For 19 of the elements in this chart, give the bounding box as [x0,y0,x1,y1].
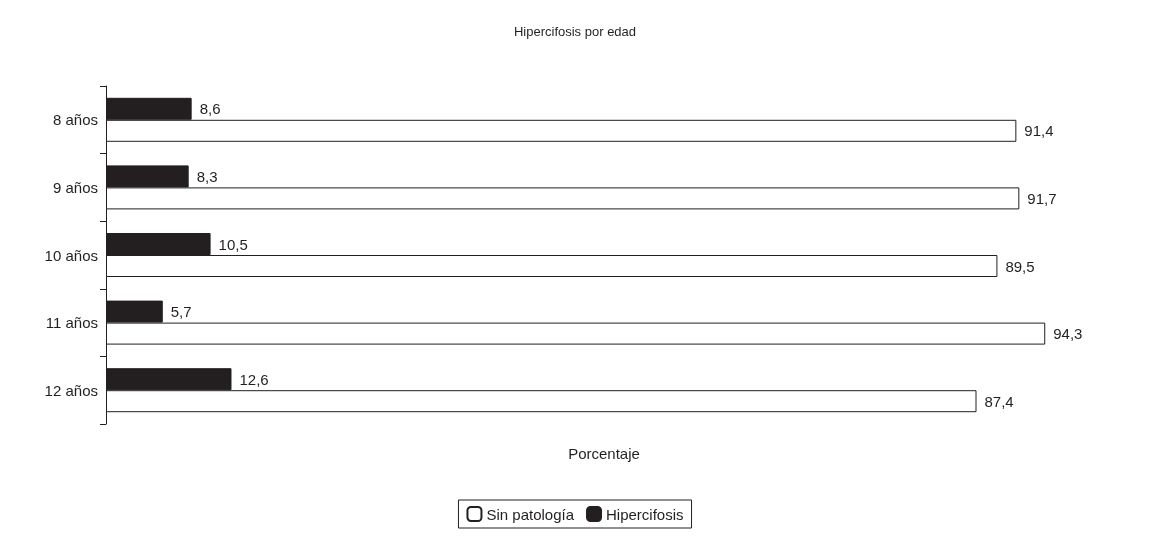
y-tick-label: 11 años [45,314,98,332]
data-label: 91,4 [1024,122,1054,140]
data-label: 10,5 [218,235,248,253]
data-label: 8,3 [196,167,218,185]
data-label: 89,5 [1005,257,1035,275]
y-tick-label: 9 años [52,178,98,196]
y-tick-label: 12 años [44,381,98,399]
data-label: 5,7 [170,303,192,321]
data-label: 8,6 [199,100,221,118]
legend-label: Hipercifosis [606,505,684,523]
x-axis-title: Porcentaje [568,445,640,462]
y-tick-label: 10 años [44,246,98,264]
data-label: 94,3 [1053,325,1083,343]
data-label: 87,4 [984,392,1014,410]
chart-title: Hipercifosis por edad [513,24,637,39]
data-label: 91,7 [1027,189,1057,207]
data-label: 12,6 [239,370,269,388]
legend-label: Sin patología [486,505,575,523]
y-tick-label: 8 años [52,111,98,129]
